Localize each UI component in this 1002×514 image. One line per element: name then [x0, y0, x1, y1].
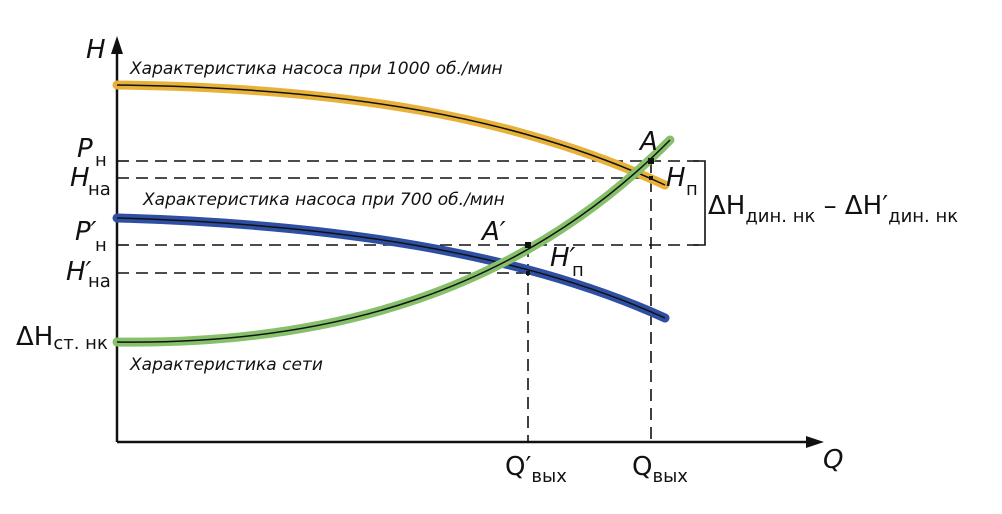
- label-h-na-sub: на: [88, 179, 111, 200]
- caption-network: Характеристика сети: [129, 355, 323, 375]
- label-h-na-prime-sub: на: [88, 271, 111, 292]
- point-a: [648, 158, 654, 164]
- pump-700-curve: [116, 217, 666, 319]
- label-h-na: H: [70, 163, 90, 193]
- label-p-n-sub: н: [95, 150, 107, 171]
- point-a-prime: [525, 242, 531, 248]
- y-axis-arrow: [111, 36, 123, 54]
- caption-pump-1000: Характеристика насоса при 1000 об./мин: [129, 59, 503, 79]
- label-p-n-prime: P′: [75, 217, 97, 247]
- label-a-prime: A′: [480, 217, 506, 247]
- label-h-p-sub: п: [686, 179, 698, 200]
- label-h-p-prime: H′: [550, 243, 576, 273]
- point-h-p: [649, 176, 653, 180]
- label-dh-st: ΔHст. нк: [16, 322, 108, 354]
- pump-1000-curve-highlight: [112, 80, 670, 190]
- point-h-p-prime: [526, 271, 530, 275]
- label-p-n-prime-sub: н: [95, 235, 107, 256]
- label-a: A: [638, 127, 658, 157]
- label-p-n: P: [77, 134, 93, 164]
- caption-pump-700: Характеристика насоса при 700 об./мин: [142, 190, 505, 210]
- label-h-p: H: [666, 163, 686, 193]
- label-q-out-prime: Q′вых: [505, 452, 567, 487]
- delta-bracket: [693, 160, 706, 246]
- label-h-na-prime: H′: [66, 257, 92, 287]
- label-delta-h-din: ΔHдин. нк – ΔH′дин. нк: [708, 191, 958, 227]
- network-curve: [116, 139, 671, 343]
- pump-1000-curve: [116, 84, 666, 186]
- label-h-p-prime-sub: п: [572, 260, 584, 281]
- y-axis-label: H: [86, 35, 106, 65]
- x-axis-arrow: [806, 436, 824, 448]
- label-q-out: Qвых: [632, 452, 688, 487]
- x-axis-label: Q: [823, 445, 843, 475]
